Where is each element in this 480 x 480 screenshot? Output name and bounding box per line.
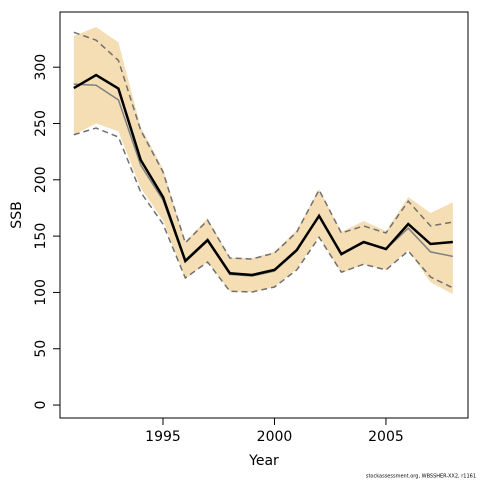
y-tick-label: 50 [33,340,49,358]
x-tick-label: 1995 [145,429,181,445]
series-line [73,127,454,293]
y-tick-label: 0 [33,401,49,410]
y-tick-label: 250 [33,110,49,137]
y-tick-label: 150 [33,223,49,250]
x-tick-label: 2000 [257,429,293,445]
y-tick-label: 100 [33,279,49,306]
y-tick-label: 300 [33,54,49,81]
series-line [73,31,453,260]
series-line [73,73,453,277]
y-axis-label: SSB [9,201,25,228]
confidence-band [73,26,453,295]
x-tick-label: 2005 [368,429,404,445]
plot-frame [59,11,469,419]
x-axis-label: Year [248,453,279,469]
y-tick-label: 200 [33,166,49,193]
footnote: stockassessment.org, WBSSHER-XX2, r1161 [366,474,476,480]
